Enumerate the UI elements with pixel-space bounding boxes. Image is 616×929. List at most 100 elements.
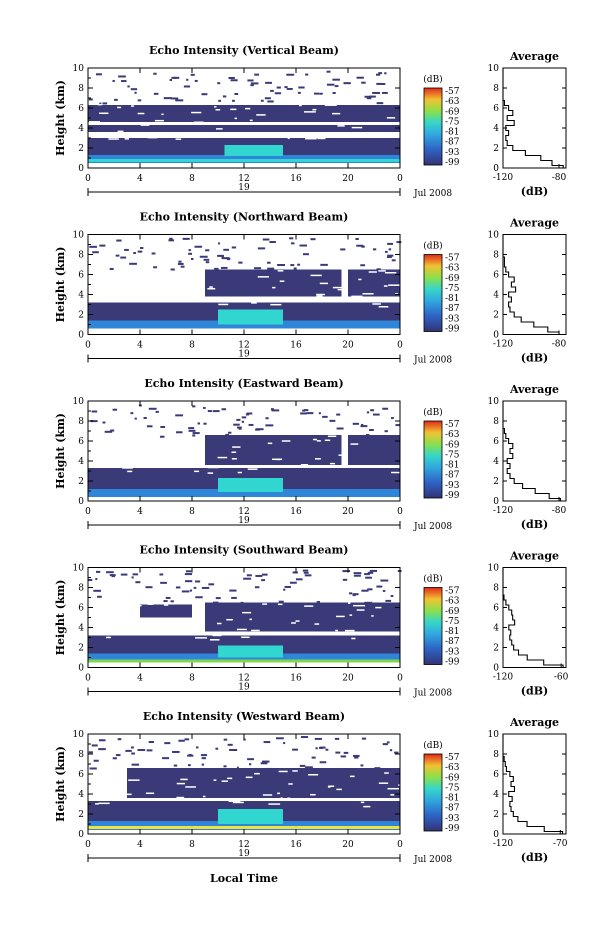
echo-speck <box>264 97 271 100</box>
x-tick-label: 0 <box>85 840 91 850</box>
echo-speck <box>260 762 268 765</box>
y-tick-label: 6 <box>78 770 84 780</box>
colorbar-tick-label: -81 <box>445 794 460 804</box>
echo-gap <box>278 770 288 773</box>
x-tick-label: 12 <box>238 840 249 850</box>
panel-title: Echo Intensity (Eastward Beam) <box>144 377 343 390</box>
echo-gap <box>254 772 260 775</box>
y-axis-label: Height (km) <box>54 247 67 323</box>
echo-speck <box>293 267 297 270</box>
avg-x-tick-label: -120 <box>493 173 513 183</box>
echo-speck <box>360 423 364 426</box>
echo-speck <box>361 737 367 740</box>
date-label: Jul 2008 <box>413 855 452 865</box>
echo-speck <box>332 78 340 81</box>
echo-speck <box>97 595 102 598</box>
echo-speck <box>201 93 208 96</box>
echo-gap <box>378 270 386 272</box>
echo-speck <box>304 574 312 577</box>
avg-y-tick-label: 6 <box>493 104 499 114</box>
avg-y-tick-label: 10 <box>488 64 500 74</box>
colorbar-tick-label: -69 <box>445 107 460 117</box>
echo-speck <box>215 747 219 750</box>
echo-gap <box>388 284 400 286</box>
echo-gap <box>390 794 395 796</box>
colorbar-tick-label: -81 <box>445 627 460 637</box>
y-tick-label: 6 <box>78 271 84 281</box>
y-tick-label: 2 <box>78 144 84 154</box>
echo-gap <box>102 438 112 441</box>
colorbar <box>423 420 443 499</box>
echo-speck <box>90 420 98 423</box>
colorbar <box>423 587 443 665</box>
heatmap <box>88 237 402 329</box>
echo-speck <box>196 746 199 749</box>
colorbar-label: (dB) <box>423 407 442 418</box>
echo-speck <box>248 435 254 438</box>
echo-gap <box>251 629 260 632</box>
echo-gap <box>156 281 162 284</box>
echo-speck <box>186 78 189 81</box>
echo-gap <box>212 634 222 637</box>
avg-title: Average <box>509 217 559 230</box>
echo-speck <box>325 748 329 751</box>
echo-speck <box>203 406 206 409</box>
echo-speck <box>88 751 93 754</box>
echo-gap <box>386 117 396 119</box>
echo-speck <box>380 579 389 582</box>
echo-gap <box>117 106 122 109</box>
echo-gap <box>310 793 316 796</box>
echo-speck <box>340 248 346 251</box>
echo-gap <box>356 609 365 611</box>
echo-gap <box>230 108 237 111</box>
echo-speck <box>93 759 99 762</box>
colorbar-tick-label: -87 <box>445 471 460 481</box>
echo-gap <box>121 449 133 452</box>
echo-speck <box>212 410 220 413</box>
y-tick-label: 4 <box>78 457 84 467</box>
colorbar-tick-label: -99 <box>445 325 460 335</box>
echo-gap <box>242 611 252 614</box>
echo-gap <box>184 452 191 454</box>
echo-gap <box>378 306 389 308</box>
echo-speck <box>130 88 138 91</box>
echo-speck <box>163 97 172 100</box>
avg-title: Average <box>509 383 559 396</box>
avg-y-tick-label: 4 <box>493 457 499 467</box>
echo-speck <box>104 430 113 433</box>
avg-y-tick-label: 10 <box>488 730 500 740</box>
colorbar-tick-label: -57 <box>445 753 460 763</box>
echo-speck <box>130 412 134 415</box>
colorbar-tick-label: -63 <box>445 430 460 440</box>
echo-speck <box>250 82 259 85</box>
y-tick-label: 8 <box>78 750 84 760</box>
echo-speck <box>131 763 140 766</box>
echo-speck <box>188 753 192 756</box>
echo-gap <box>349 775 355 778</box>
echo-speck <box>257 247 266 250</box>
echo-gap <box>317 137 326 140</box>
echo-speck <box>109 574 116 577</box>
echo-speck <box>376 73 381 76</box>
echo-speck <box>369 569 378 572</box>
echo-speck <box>248 423 254 426</box>
avg-profile-line <box>502 734 564 834</box>
echo-gap <box>176 796 185 799</box>
echo-gap <box>228 800 241 802</box>
heatmap-layer-mid <box>88 489 400 497</box>
echo-speck <box>354 756 359 759</box>
echo-speck <box>214 435 221 438</box>
echo-speck <box>376 585 383 588</box>
echo-speck <box>336 413 341 416</box>
echo-speck <box>366 97 372 100</box>
echo-speck <box>229 589 237 592</box>
echo-gap <box>176 782 185 785</box>
echo-gap <box>216 622 222 625</box>
colorbar-tick-label: -57 <box>445 587 460 597</box>
echo-speck <box>260 99 264 102</box>
echo-speck <box>246 574 252 577</box>
echo-gap <box>231 458 237 460</box>
avg-y-tick-label: 10 <box>488 564 500 574</box>
echo-speck <box>222 95 227 98</box>
echo-speck <box>175 586 181 589</box>
